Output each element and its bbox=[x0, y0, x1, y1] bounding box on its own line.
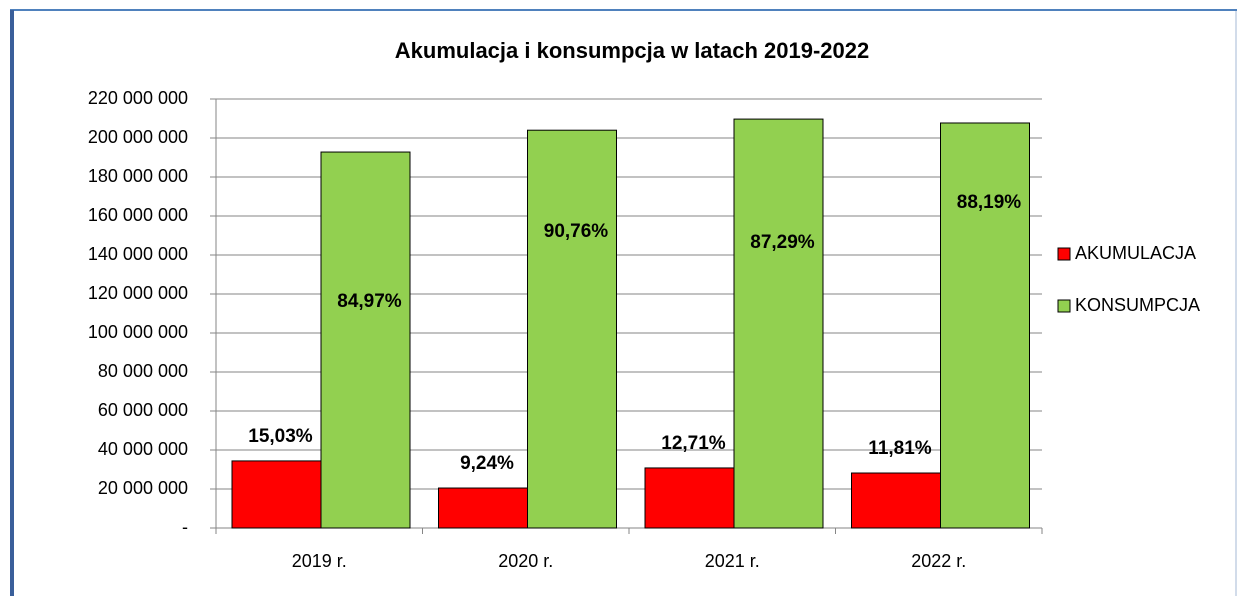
bar bbox=[644, 467, 735, 529]
data-label: 88,19% bbox=[957, 192, 1022, 213]
y-tick-label: 160 000 000 bbox=[88, 205, 188, 225]
data-label: 84,97% bbox=[337, 291, 402, 312]
y-tick-label: 180 000 000 bbox=[88, 166, 188, 186]
y-tick-label: 60 000 000 bbox=[98, 400, 188, 420]
bar bbox=[940, 122, 1030, 529]
y-tick-label: 80 000 000 bbox=[98, 361, 188, 381]
bar bbox=[527, 129, 617, 529]
data-label: 15,03% bbox=[248, 426, 313, 447]
legend-label: KONSUMPCJA bbox=[1075, 295, 1200, 315]
data-label: 90,76% bbox=[544, 221, 609, 242]
legend-label: AKUMULACJA bbox=[1075, 243, 1196, 263]
bar bbox=[320, 151, 411, 529]
y-tick-label: - bbox=[182, 517, 188, 537]
y-tick-label: 200 000 000 bbox=[88, 127, 188, 147]
bar bbox=[851, 472, 941, 529]
x-tick-label: 2020 r. bbox=[498, 551, 553, 571]
data-label: 11,81% bbox=[868, 438, 931, 459]
y-tick-label: 20 000 000 bbox=[98, 478, 188, 498]
y-tick-label: 40 000 000 bbox=[98, 439, 188, 459]
x-tick-label: 2019 r. bbox=[292, 551, 347, 571]
legend-swatch bbox=[1057, 299, 1071, 313]
y-tick-label: 220 000 000 bbox=[88, 88, 188, 108]
y-tick-label: 120 000 000 bbox=[88, 283, 188, 303]
bar bbox=[438, 487, 528, 529]
legend-swatch bbox=[1057, 247, 1071, 261]
x-tick-label: 2022 r. bbox=[911, 551, 966, 571]
chart-frame bbox=[11, 9, 1237, 596]
x-tick-label: 2021 r. bbox=[705, 551, 760, 571]
bar bbox=[733, 118, 824, 529]
data-label: 87,29% bbox=[750, 232, 815, 253]
data-label: 12,71% bbox=[661, 433, 726, 454]
chart-title: Akumulacja i konsumpcja w latach 2019-20… bbox=[395, 38, 869, 63]
bar bbox=[231, 460, 322, 529]
y-tick-label: 140 000 000 bbox=[88, 244, 188, 264]
y-tick-label: 100 000 000 bbox=[88, 322, 188, 342]
data-label: 9,24% bbox=[460, 453, 514, 474]
